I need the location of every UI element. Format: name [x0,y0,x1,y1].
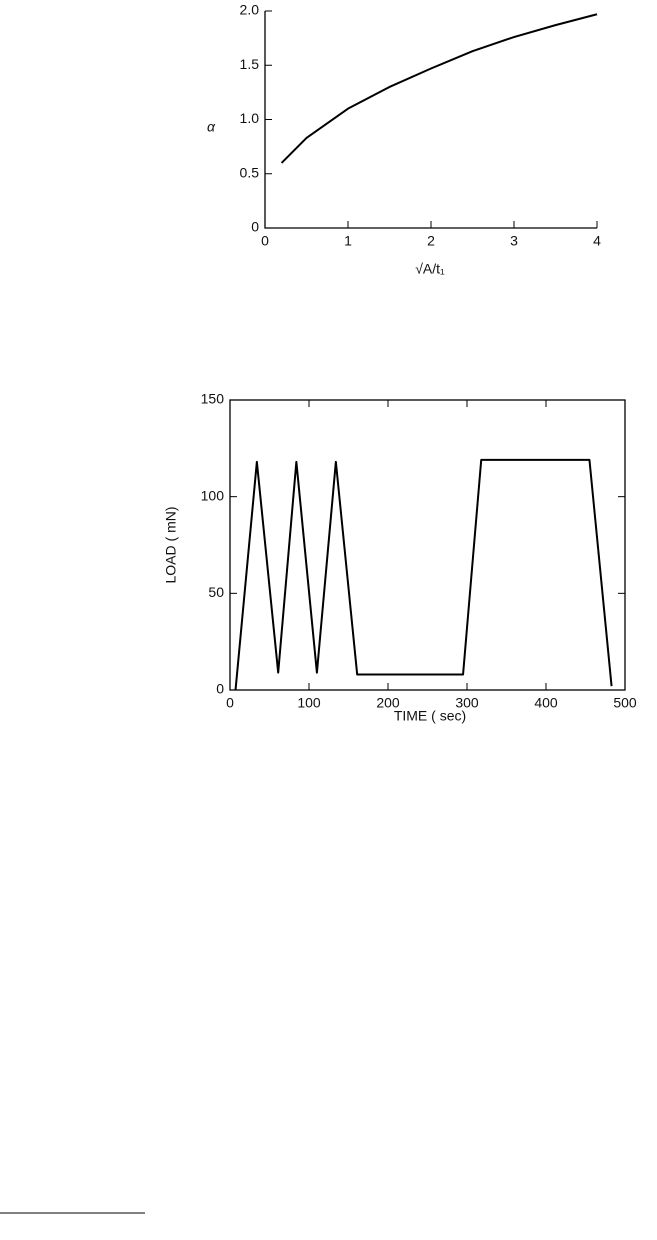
x-tick-label: 300 [455,695,479,711]
x-tick-label: 500 [613,695,637,711]
data-line [280,13,598,164]
y-axis-label: α [207,119,216,135]
y-tick-label: 0.5 [240,164,260,180]
x-tick-label: 200 [376,695,400,711]
y-tick-label: 0 [251,219,259,235]
x-tick-label: 1 [344,233,352,249]
x-axis-label: √A/t₁ [415,261,445,277]
x-tick-label: 0 [226,695,234,711]
y-tick-label: 1.5 [240,56,260,72]
x-tick-label: 100 [297,695,321,711]
y-tick-label: 1.0 [240,110,260,126]
x-tick-label: 0 [261,233,269,249]
y-tick-label: 0 [216,681,224,697]
data-line [234,458,613,691]
x-tick-label: 3 [510,233,518,249]
x-axis-label: TIME ( sec) [394,708,466,724]
x-tick-label: 400 [534,695,558,711]
y-tick-label: 50 [208,584,224,600]
y-axis-label: LOAD ( mN) [163,507,179,584]
y-tick-label: 100 [201,487,225,503]
x-tick-label: 4 [593,233,601,249]
axes [264,11,597,229]
plot-frame [229,399,626,691]
y-tick-label: 150 [201,391,225,407]
y-tick-label: 2.0 [240,2,260,18]
x-tick-label: 2 [427,233,435,249]
